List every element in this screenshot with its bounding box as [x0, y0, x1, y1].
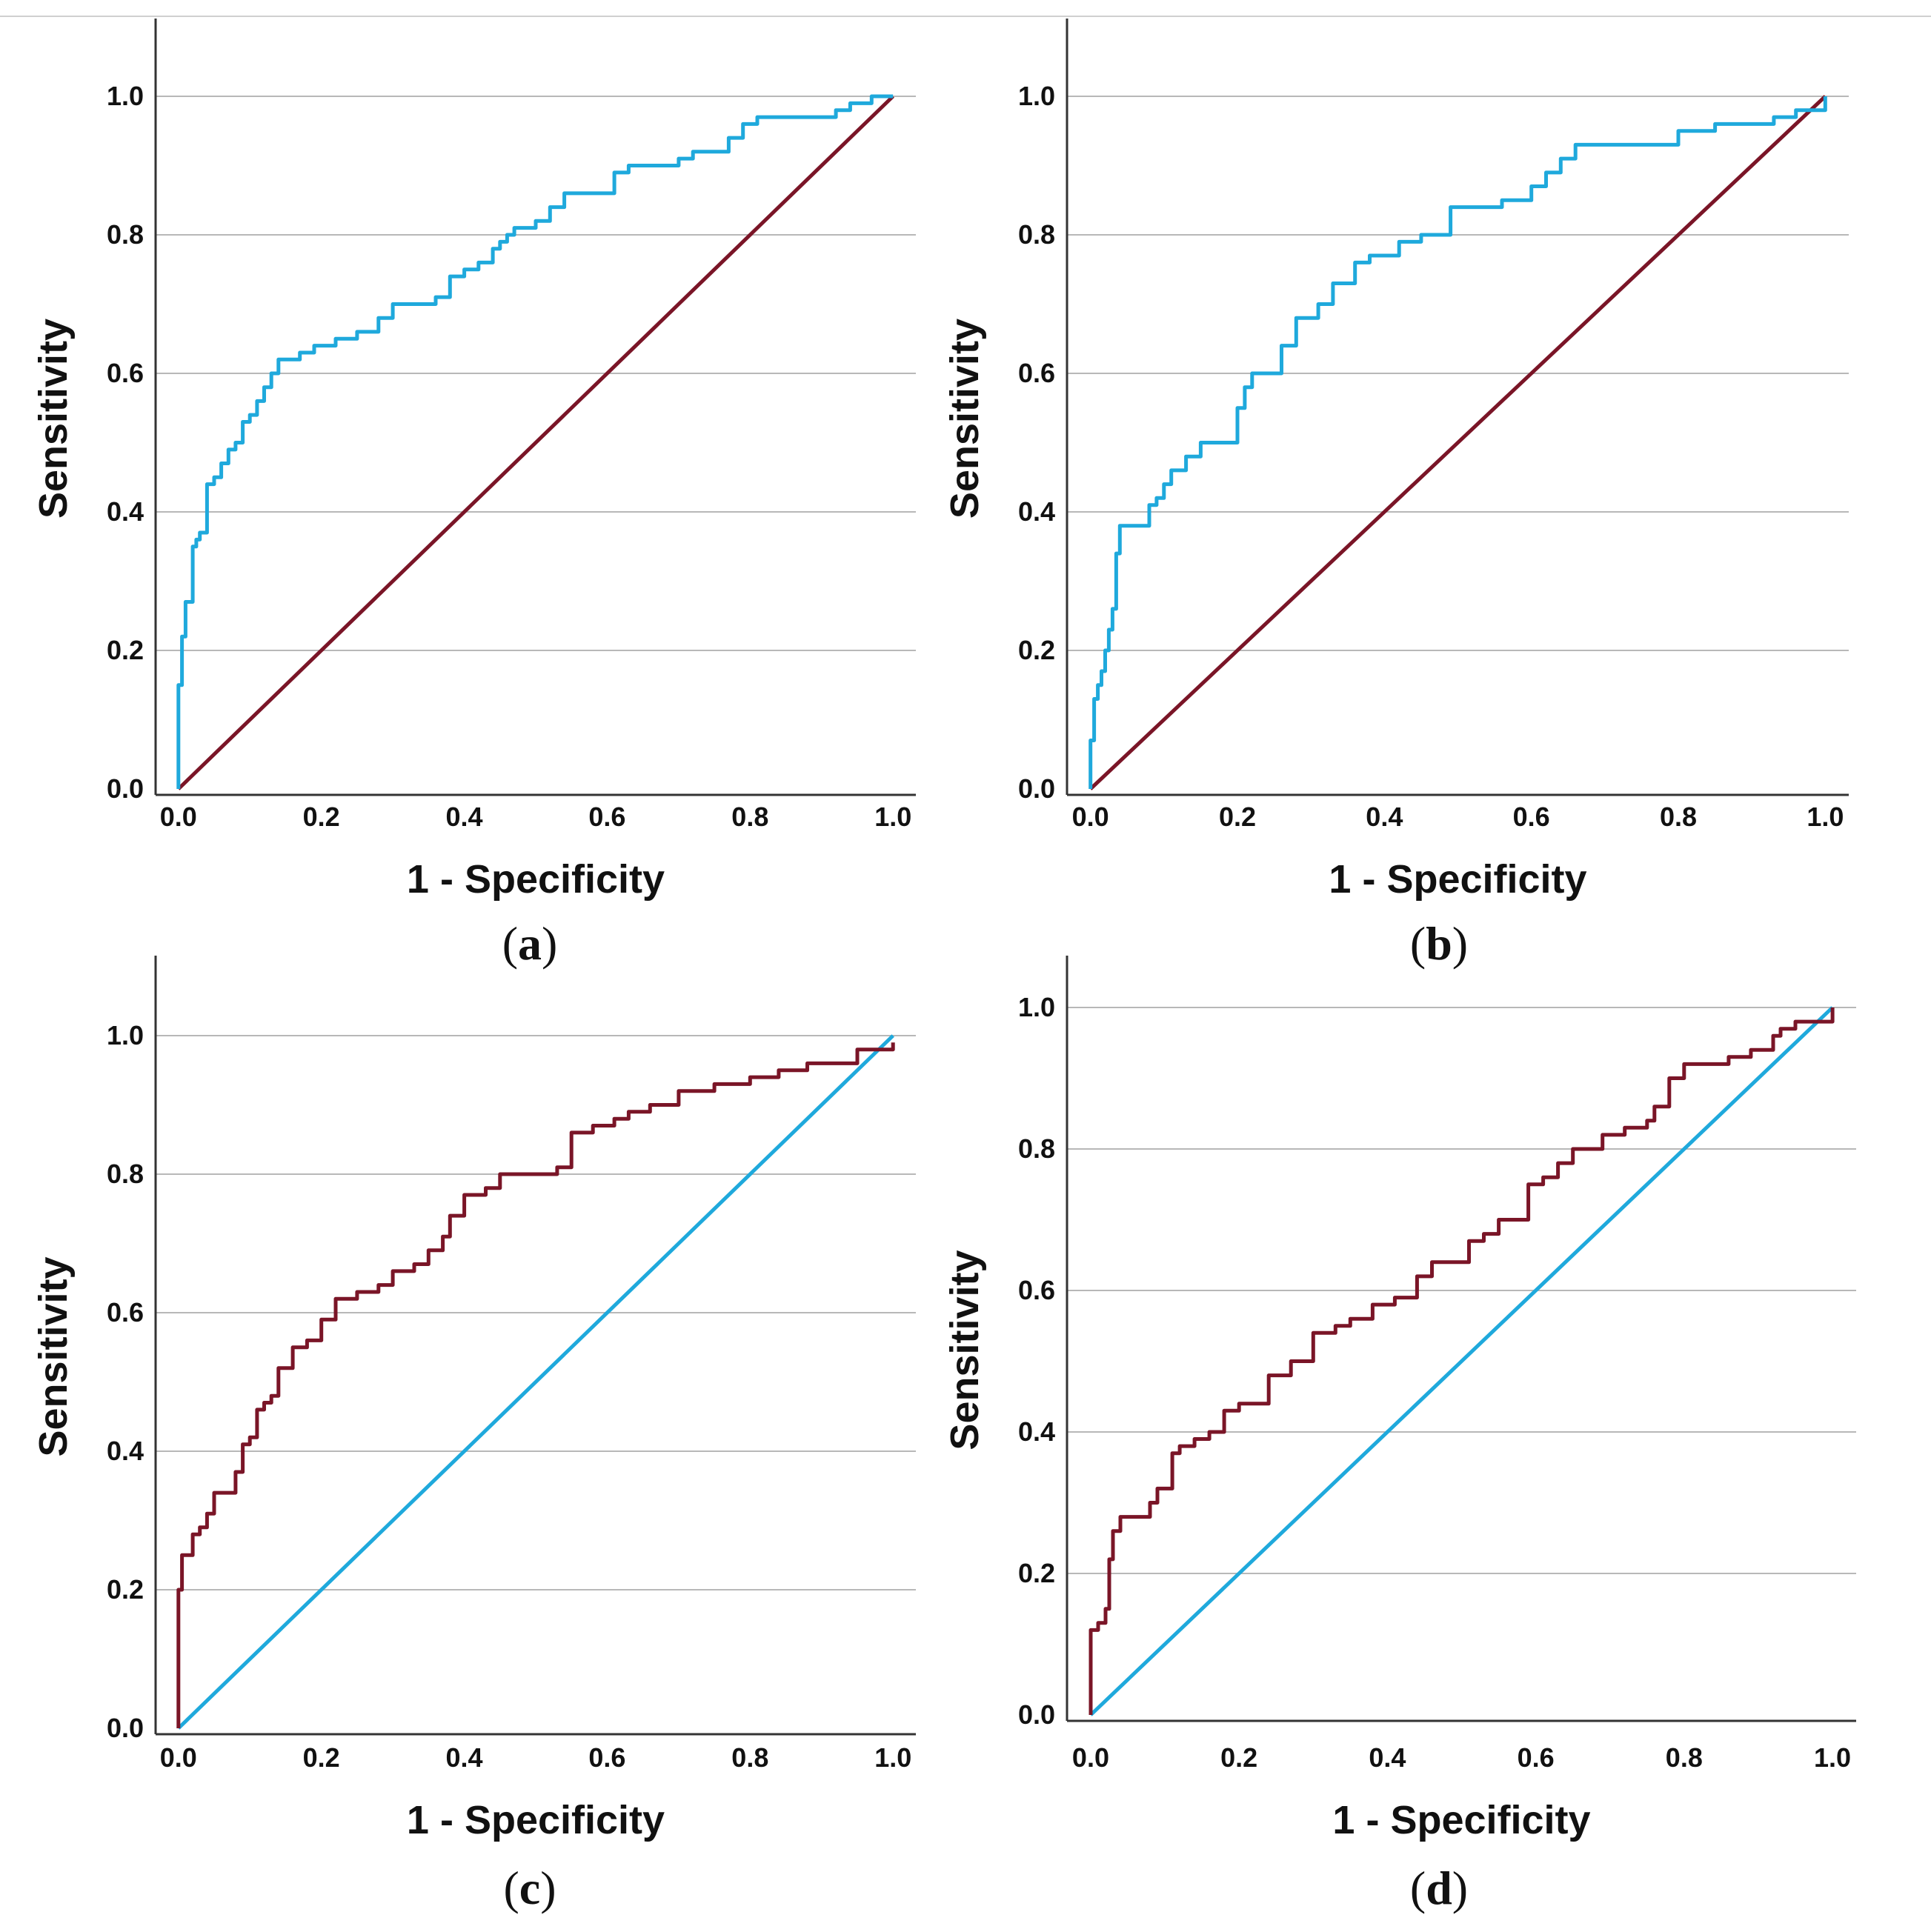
y-tick-label: 0.2 — [1018, 1558, 1055, 1588]
y-tick-label: 0.0 — [107, 1713, 144, 1743]
panel-label: (d) — [1410, 1862, 1468, 1914]
y-tick-label: 0.8 — [107, 1159, 144, 1189]
x-tick-label: 0.2 — [1220, 1742, 1257, 1773]
y-tick-label: 1.0 — [107, 81, 144, 111]
x-axis-label: 1 - Specificity — [1329, 857, 1586, 902]
y-tick-label: 0.2 — [1018, 635, 1055, 665]
y-axis-label: Sensitivity — [943, 319, 987, 519]
y-tick-label: 0.6 — [1018, 358, 1055, 388]
x-axis-label: 1 - Specificity — [407, 857, 665, 902]
y-tick-label: 0.8 — [107, 219, 144, 250]
y-tick-label: 0.0 — [1018, 1699, 1055, 1730]
x-tick-label: 1.0 — [874, 802, 911, 832]
y-axis-label: Sensitivity — [943, 1250, 987, 1450]
x-axis-label: 1 - Specificity — [1332, 1798, 1590, 1842]
x-tick-label: 0.4 — [1369, 1742, 1406, 1773]
y-tick-label: 1.0 — [107, 1020, 144, 1050]
roc-curve-line — [1089, 1007, 1835, 1715]
x-tick-label: 0.4 — [1366, 802, 1403, 832]
roc-panel-d: 0.0 0.2 0.4 0.6 0.8 1.0 0.0 0.2 0.4 0.6 0.8 1.0 1 - … — [943, 956, 1856, 1914]
y-tick-label: 0.6 — [1018, 1275, 1055, 1305]
panel-label: (c) — [503, 1862, 556, 1914]
x-tick-label: 1.0 — [1814, 1742, 1851, 1773]
y-tick-label: 0.2 — [107, 1574, 144, 1605]
x-tick-label: 0.6 — [1513, 802, 1550, 832]
y-tick-label: 0.6 — [107, 1297, 144, 1328]
x-tick-label: 0.0 — [1072, 1742, 1109, 1773]
x-tick-label: 0.4 — [446, 802, 483, 832]
x-tick-label: 0.6 — [1518, 1742, 1555, 1773]
y-tick-label: 0.0 — [1018, 773, 1055, 804]
y-tick-label: 0.4 — [107, 496, 144, 527]
x-tick-label: 0.8 — [731, 1742, 768, 1773]
reference-diagonal-line — [177, 1034, 894, 1730]
y-tick-label: 0.4 — [1018, 1416, 1055, 1447]
x-tick-label: 0.0 — [160, 1742, 197, 1773]
panel-label: (a) — [502, 917, 558, 970]
x-tick-label: 0.8 — [731, 802, 768, 832]
y-tick-label: 0.2 — [107, 635, 144, 665]
x-tick-label: 1.0 — [1807, 802, 1844, 832]
x-tick-label: 0.8 — [1660, 802, 1697, 832]
x-tick-label: 0.0 — [1072, 802, 1109, 832]
x-tick-label: 0.4 — [446, 1742, 483, 1773]
y-tick-label: 0.6 — [107, 358, 144, 388]
y-tick-label: 0.8 — [1018, 219, 1055, 250]
x-tick-label: 0.2 — [1219, 802, 1256, 832]
y-axis-label: Sensitivity — [31, 319, 76, 519]
reference-diagonal-line — [1089, 95, 1827, 790]
y-axis-label: Sensitivity — [31, 1256, 76, 1456]
reference-diagonal-line — [177, 95, 894, 790]
x-tick-label: 0.8 — [1666, 1742, 1703, 1773]
y-tick-label: 0.4 — [1018, 496, 1055, 527]
roc-panel-b: 0.0 0.2 0.4 0.6 0.8 1.0 0.0 0.2 0.4 0.6 0.8 1.0 1 - … — [943, 19, 1849, 970]
roc-curve-line — [176, 1042, 895, 1728]
panel-label: (b) — [1410, 917, 1468, 970]
reference-diagonal-line — [1089, 1006, 1834, 1716]
x-tick-label: 0.0 — [160, 802, 197, 832]
y-tick-label: 1.0 — [1018, 81, 1055, 111]
y-tick-label: 0.4 — [107, 1436, 144, 1466]
x-axis-label: 1 - Specificity — [407, 1798, 665, 1842]
x-tick-label: 1.0 — [874, 1742, 911, 1773]
x-tick-label: 0.2 — [303, 802, 340, 832]
x-tick-label: 0.6 — [588, 1742, 625, 1773]
x-tick-label: 0.2 — [303, 1742, 340, 1773]
roc-panel-a: 0.0 0.2 0.4 0.6 0.8 1.0 0.0 0.2 0.4 0.6 0.8 1.0 1 - … — [31, 19, 916, 970]
roc-curve-line — [176, 94, 894, 789]
y-tick-label: 0.0 — [107, 773, 144, 804]
x-tick-label: 0.6 — [588, 802, 625, 832]
y-tick-label: 0.8 — [1018, 1133, 1055, 1164]
roc-panel-c: 0.0 0.2 0.4 0.6 0.8 1.0 0.0 0.2 0.4 0.6 0.8 1.0 1 - … — [31, 956, 916, 1914]
y-tick-label: 1.0 — [1018, 992, 1055, 1022]
roc-curve-line — [1089, 96, 1827, 789]
